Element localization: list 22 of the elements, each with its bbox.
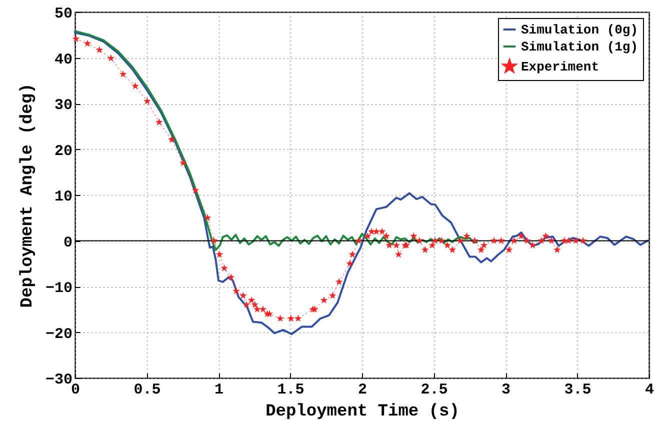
y-axis-title: Deployment Angle (deg) [18,83,38,308]
x-tick-label: 1 [214,382,224,398]
x-tick-label: 2 [358,382,368,398]
y-tick-label: 10 [54,188,72,206]
legend-label: Simulation (1g) [521,40,638,54]
legend-label: Experiment [521,60,600,74]
x-tick-label: 2.5 [420,382,448,398]
y-tick-label: 30 [54,97,72,114]
y-tick-label: −10 [45,280,72,297]
y-tick-label: 40 [54,51,72,68]
legend-label: Simulation (0g) [521,22,638,38]
x-tick-label: 3.5 [564,382,592,398]
x-tick-label: 3 [501,382,511,398]
x-tick-label: 0.5 [134,382,161,398]
y-tick-label: 0 [63,234,72,252]
x-tick-label: 4 [644,382,654,398]
y-tick-label: 50 [54,6,72,22]
x-tick-label: 1.5 [277,382,304,398]
y-tick-label: 20 [54,142,72,160]
x-axis-title: Deployment Time (s) [266,402,460,422]
y-tick-label: −20 [45,326,72,343]
y-tick-label: −30 [45,372,72,388]
